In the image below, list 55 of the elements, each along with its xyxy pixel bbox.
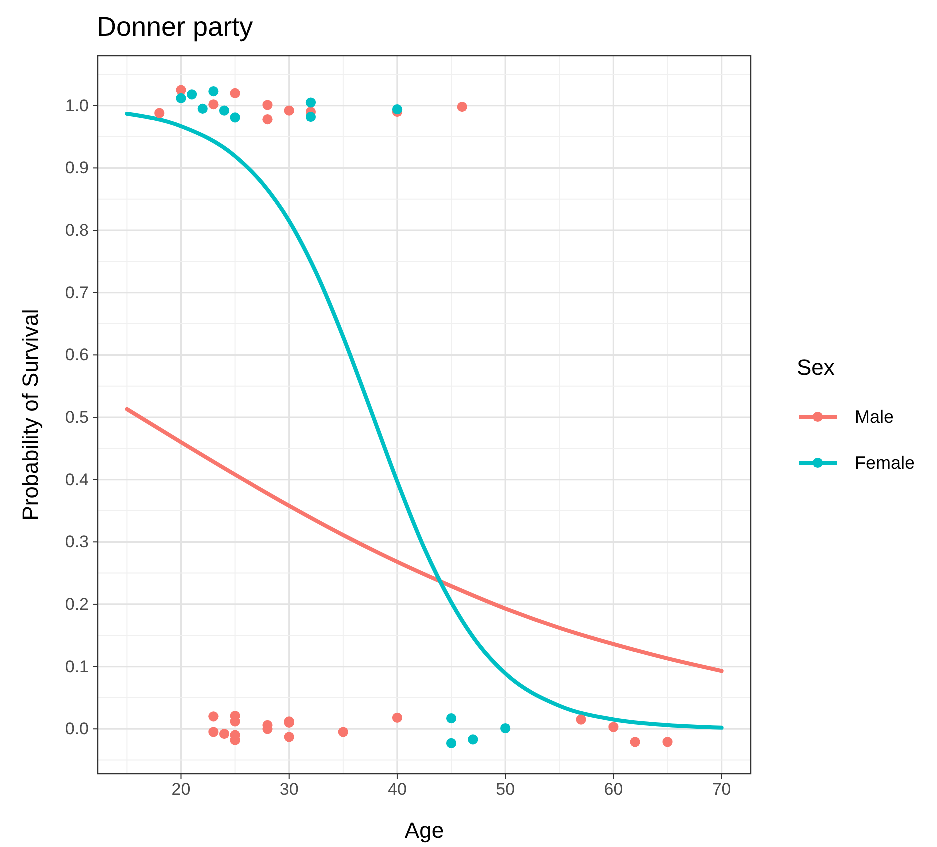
point	[338, 727, 348, 738]
y-tick-label: 0.4	[65, 470, 89, 490]
line-series	[125, 407, 724, 674]
y-tick-label: 0.0	[65, 720, 89, 739]
legend-title: Sex	[797, 355, 835, 380]
y-tick-label: 0.5	[65, 408, 89, 427]
y-tick-label: 0.8	[65, 220, 89, 240]
point	[208, 712, 219, 722]
point	[230, 112, 240, 123]
point	[306, 98, 316, 108]
point	[208, 100, 219, 110]
y-tick-label: 0.3	[65, 532, 89, 552]
y-tick-label: 0.7	[65, 283, 89, 302]
x-tick-label: 50	[496, 780, 516, 800]
point	[219, 106, 230, 116]
point	[392, 104, 403, 115]
point	[154, 108, 165, 118]
point	[176, 93, 186, 104]
point	[457, 102, 468, 112]
point	[576, 714, 586, 725]
point	[468, 734, 478, 745]
point	[306, 112, 316, 122]
y-tick-label: 1.0	[65, 96, 89, 116]
point	[284, 106, 294, 116]
y-tick-label: 0.9	[65, 158, 89, 178]
point	[262, 114, 273, 125]
point	[230, 88, 240, 98]
line-series	[125, 112, 724, 730]
point	[198, 104, 208, 114]
point	[208, 727, 219, 738]
y-tick-label: 0.6	[65, 346, 89, 365]
legend-label: Female	[855, 453, 916, 473]
point	[500, 723, 511, 734]
x-tick-label: 30	[280, 780, 299, 800]
x-axis-title: Age	[404, 818, 444, 843]
point	[630, 737, 640, 748]
x-tick-label: 60	[604, 780, 624, 800]
point	[284, 732, 294, 742]
point	[446, 738, 457, 748]
legend-label: Male	[855, 407, 894, 427]
x-tick-label: 70	[712, 780, 732, 800]
x-tick-label: 20	[172, 780, 191, 800]
point	[446, 713, 457, 724]
y-tick-label: 0.1	[65, 657, 89, 676]
point	[608, 722, 619, 732]
chart-title: Donner party	[97, 12, 254, 42]
point	[208, 86, 219, 97]
y-tick-label: 0.2	[65, 594, 89, 614]
point	[219, 729, 230, 740]
point	[262, 100, 273, 110]
point	[187, 90, 198, 100]
y-axis-title: Probability of Survival	[18, 309, 43, 521]
point	[662, 737, 673, 748]
point	[392, 712, 403, 723]
x-tick-label: 40	[388, 780, 407, 800]
